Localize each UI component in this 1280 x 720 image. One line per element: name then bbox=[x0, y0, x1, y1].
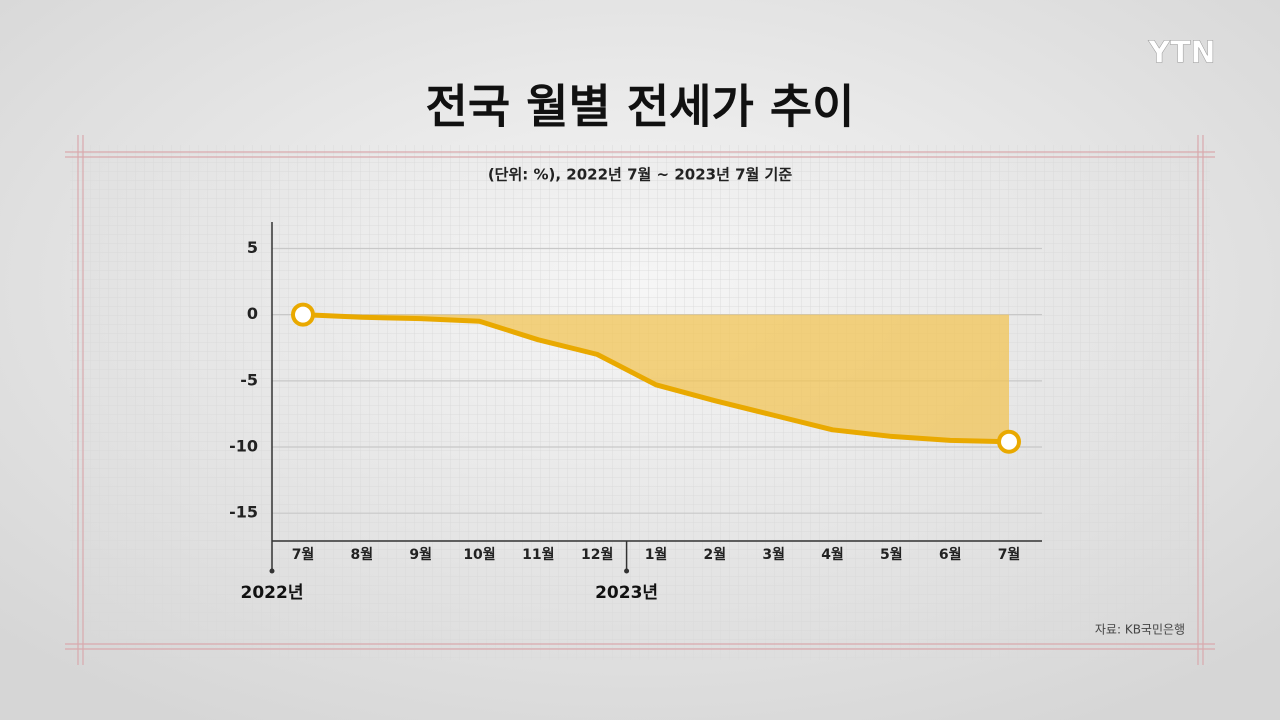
source: 자료: KB국민은행 bbox=[1095, 622, 1185, 637]
paper-grid bbox=[70, 145, 1210, 660]
year-dot bbox=[269, 568, 275, 574]
x-tick-label: 2월 bbox=[704, 546, 727, 563]
x-tick-label: 8월 bbox=[351, 546, 374, 563]
chart-subtitle: (단위: %), 2022년 7월 ~ 2023년 7월 기준 bbox=[488, 166, 793, 184]
x-tick-label: 1월 bbox=[645, 546, 668, 563]
x-tick-label: 12월 bbox=[581, 546, 613, 563]
y-tick-label: 0 bbox=[247, 304, 258, 323]
x-tick-label: 11월 bbox=[522, 546, 554, 563]
chart-title: 전국 월별 전세가 추이 bbox=[426, 80, 855, 134]
frame-lines bbox=[65, 135, 1215, 665]
x-tick-label: 7월 bbox=[292, 546, 315, 563]
x-tick-label: 9월 bbox=[409, 546, 432, 563]
year-label: 2022년 bbox=[241, 583, 304, 603]
area bbox=[303, 314, 1009, 442]
end-marker bbox=[291, 302, 315, 327]
x-tick-label: 7월 bbox=[998, 546, 1021, 563]
y-tick-label: -15 bbox=[229, 503, 258, 522]
logo: YTN bbox=[1147, 36, 1215, 71]
line bbox=[302, 312, 1010, 445]
y-tick-label: -5 bbox=[240, 370, 258, 389]
x-tick-label: 6월 bbox=[939, 546, 962, 563]
year-dot bbox=[624, 568, 630, 574]
end-marker bbox=[997, 429, 1021, 454]
x-tick-label: 10월 bbox=[463, 546, 495, 563]
year-label: 2023년 bbox=[595, 583, 658, 603]
y-tick-label: -10 bbox=[229, 437, 258, 456]
x-tick-label: 4월 bbox=[821, 546, 844, 563]
x-tick-label: 3월 bbox=[762, 546, 785, 563]
x-tick-label: 5월 bbox=[880, 546, 903, 563]
y-tick-label: 5 bbox=[247, 238, 258, 257]
